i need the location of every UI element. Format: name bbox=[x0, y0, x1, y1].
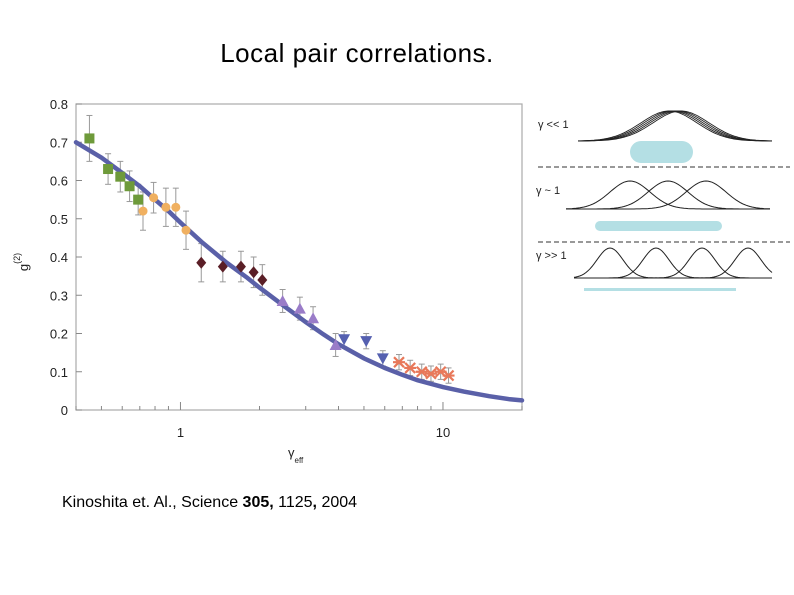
data-point-circle bbox=[171, 202, 181, 212]
data-point-triangle-down bbox=[338, 334, 351, 346]
tick-labels: 0 0.1 0.2 0.3 0.4 0.5 0.6 0.7 0.8 1 10 bbox=[50, 97, 450, 440]
citation-volume: 305, bbox=[242, 494, 274, 511]
data-point-square bbox=[133, 194, 144, 205]
weak-wavefunction bbox=[578, 110, 772, 142]
data-point-square bbox=[84, 133, 95, 144]
citation-prefix: Kinoshita et. Al., Science bbox=[62, 494, 243, 511]
data-markers bbox=[84, 133, 455, 382]
schematic-label-weak: γ << 1 bbox=[538, 119, 569, 131]
y-axis-label-superscript: (2) bbox=[12, 253, 22, 264]
data-point-diamond bbox=[196, 256, 207, 269]
x-tick-label: 10 bbox=[436, 425, 450, 440]
strong-wavefunction bbox=[573, 247, 772, 279]
data-point-diamond bbox=[248, 266, 259, 279]
data-point-circle bbox=[181, 225, 191, 235]
weak-wavefunction bbox=[578, 110, 772, 142]
data-point-star bbox=[393, 356, 406, 368]
citation-comma: , bbox=[312, 494, 317, 511]
data-point-triangle-up bbox=[276, 294, 289, 306]
weak-wavefunction bbox=[578, 110, 772, 142]
plot-frame bbox=[75, 103, 523, 411]
y-tick-label: 0.5 bbox=[50, 212, 68, 227]
intermediate-density-bar bbox=[595, 221, 722, 231]
y-tick-label: 0 bbox=[61, 403, 68, 418]
strong-density-bar bbox=[584, 288, 736, 291]
y-tick-label: 0.2 bbox=[50, 327, 68, 342]
schematic-label-intermediate: γ ~ 1 bbox=[536, 185, 560, 197]
y-tick-label: 0.6 bbox=[50, 174, 68, 189]
data-point-star bbox=[442, 369, 455, 382]
data-point-circle bbox=[149, 193, 159, 203]
data-point-triangle-down bbox=[376, 353, 389, 365]
strong-wavefunction bbox=[574, 247, 772, 279]
y-tick-label: 0.8 bbox=[50, 97, 68, 112]
data-point-star bbox=[404, 362, 417, 374]
weak-density-bar bbox=[630, 141, 693, 163]
citation-year: 2004 bbox=[317, 494, 358, 511]
strong-wavefunction bbox=[574, 247, 773, 279]
x-axis-label: γeff bbox=[288, 445, 304, 465]
x-tick-label: 1 bbox=[177, 425, 184, 440]
data-point-diamond bbox=[235, 260, 246, 273]
data-point-square bbox=[124, 181, 135, 192]
data-point-star bbox=[415, 365, 428, 378]
data-point-square bbox=[103, 164, 114, 175]
citation: Kinoshita et. Al., Science 305, 1125, 20… bbox=[62, 494, 357, 512]
data-point-diamond bbox=[217, 260, 228, 273]
data-point-triangle-up bbox=[329, 338, 342, 350]
slide-title: Local pair correlations. bbox=[220, 38, 494, 68]
data-point-triangle-up bbox=[307, 312, 320, 324]
weak-wavefunction bbox=[578, 110, 772, 142]
y-axis-label-main: g bbox=[16, 264, 31, 271]
weak-wavefunction bbox=[578, 110, 772, 142]
axis-ticks bbox=[75, 103, 523, 411]
data-point-star bbox=[424, 367, 437, 380]
data-point-circle bbox=[138, 206, 148, 216]
y-tick-label: 0.3 bbox=[50, 288, 68, 303]
x-axis-label-subscript: eff bbox=[295, 456, 305, 465]
y-tick-label: 0.7 bbox=[50, 135, 68, 150]
data-point-circle bbox=[161, 202, 171, 212]
data-point-triangle-up bbox=[293, 302, 306, 314]
svg-text:g(2): g(2) bbox=[12, 253, 31, 271]
data-point-square bbox=[115, 171, 126, 182]
y-tick-label: 0.1 bbox=[50, 365, 68, 380]
x-axis-label-main: γ bbox=[288, 445, 295, 460]
error-bars bbox=[86, 114, 452, 384]
schematic-label-strong: γ >> 1 bbox=[536, 250, 567, 262]
data-point-triangle-down bbox=[360, 336, 373, 348]
data-point-diamond bbox=[257, 273, 268, 286]
strong-wavefunction bbox=[574, 247, 772, 279]
y-axis-label: g(2) bbox=[12, 253, 31, 271]
y-tick-label: 0.4 bbox=[50, 250, 68, 265]
intermediate-wavefunction bbox=[566, 180, 770, 210]
citation-page: 1125 bbox=[273, 494, 313, 511]
